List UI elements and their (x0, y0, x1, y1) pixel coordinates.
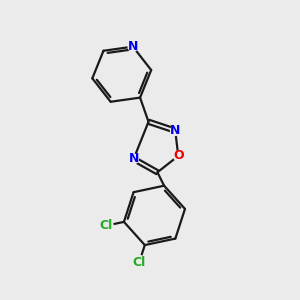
Text: Cl: Cl (133, 256, 146, 268)
Circle shape (173, 151, 183, 161)
Text: N: N (128, 152, 139, 165)
Circle shape (133, 256, 146, 268)
Circle shape (100, 219, 113, 232)
Text: Cl: Cl (100, 219, 113, 232)
Circle shape (129, 154, 138, 164)
Circle shape (128, 42, 138, 51)
Text: O: O (173, 149, 184, 162)
Text: N: N (128, 40, 138, 53)
Text: N: N (170, 124, 181, 137)
Circle shape (170, 126, 180, 135)
